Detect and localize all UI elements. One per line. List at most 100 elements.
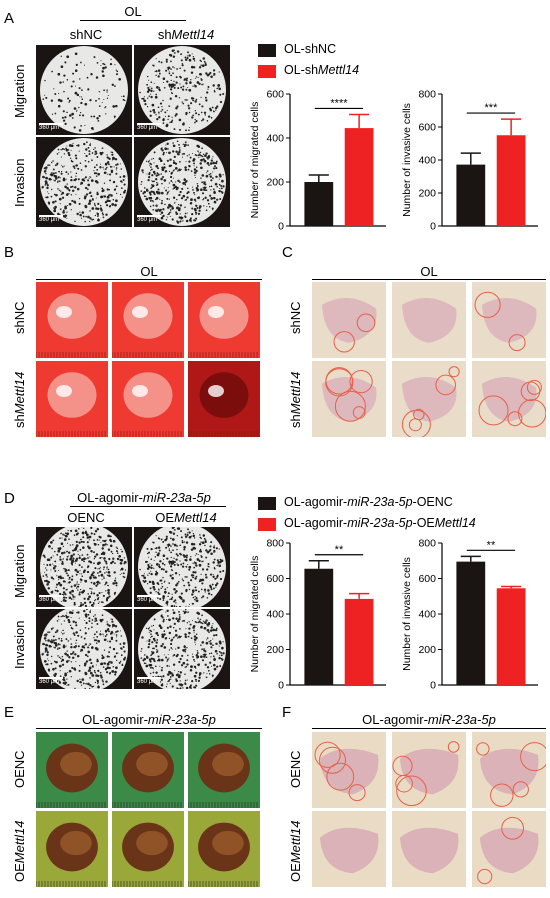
panel-a-row-migration: Migration — [12, 64, 27, 118]
y-tick-label: 0 — [278, 680, 284, 692]
y-tick-label: 600 — [266, 89, 284, 101]
legend-label-oenc: OL-agomir-miR-23a-5p-OENC — [284, 495, 453, 509]
panel-e-group-title: OL-agomir-miR-23a-5p — [82, 712, 216, 727]
specimen-photo — [312, 732, 386, 808]
chart-d-migrated: 0 200 400 600 800 Number of migrated cells ** — [244, 533, 394, 698]
bar — [344, 128, 374, 226]
specimen-photo — [36, 732, 108, 808]
specimen-photo — [188, 811, 260, 887]
specimen-photo — [472, 361, 546, 437]
panel-c-row-shmettl14: shMettl14 — [288, 371, 303, 429]
specimen-photo — [392, 282, 466, 358]
chart-a-invasive: 0 200 400 600 800 Number of invasive cells *** — [396, 84, 548, 239]
scale-bar — [137, 123, 161, 125]
panel-b-group-title: OL — [140, 264, 158, 279]
specimen-photo — [36, 811, 108, 887]
specimen-photo — [36, 282, 108, 358]
panel-d-row-invasion: Invasion — [12, 620, 27, 670]
y-tick-label: 200 — [418, 644, 436, 656]
panel-a-col-shmettl14: shMettl14 — [157, 27, 215, 42]
panel-e-row-oemettl14: OEMettl14 — [12, 820, 27, 882]
y-tick-label: 800 — [266, 538, 284, 550]
y-axis-label: Number of migrated cells — [249, 102, 261, 219]
specimen-photo — [188, 732, 260, 808]
well-image: 360 μm — [36, 137, 132, 227]
panel-d-group-title: OL-agomir-miR-23a-5p — [77, 490, 211, 505]
specimen-photo — [312, 282, 386, 358]
y-tick-label: 200 — [266, 644, 284, 656]
panel-a-row-invasion: Invasion — [12, 158, 27, 208]
legend-swatch-shmettl14 — [258, 65, 276, 78]
scale-bar — [39, 595, 63, 597]
specimen-photo — [392, 361, 466, 437]
bar — [304, 568, 334, 685]
panel-b-group-line — [36, 279, 262, 280]
well-image: 360 μm — [134, 609, 230, 689]
specimen-photo — [312, 361, 386, 437]
panel-c-group-title: OL — [420, 264, 438, 279]
specimen-photo — [312, 811, 386, 887]
scale-bar-label: 360 μm — [137, 597, 158, 603]
y-tick-label: 600 — [418, 122, 436, 134]
y-tick-label: 600 — [418, 573, 436, 585]
specimen-photo — [36, 361, 108, 437]
y-tick-label: 400 — [266, 609, 284, 621]
scale-bar — [39, 677, 63, 679]
y-tick-label: 400 — [418, 155, 436, 167]
y-tick-label: 0 — [278, 221, 284, 233]
bar — [496, 588, 526, 685]
y-axis-label: Number of invasive cells — [401, 103, 413, 217]
panel-e-row-oenc: OENC — [12, 750, 27, 788]
panel-f-row-oenc: OENC — [288, 750, 303, 788]
scale-bar-label: 360 μm — [39, 125, 60, 131]
legend-label-shmettl14: OL-shMettl14 — [284, 63, 360, 77]
panel-e-group-line — [36, 728, 262, 729]
y-tick-label: 800 — [418, 89, 436, 101]
well-image: 360 μm — [36, 527, 132, 607]
y-axis-label: Number of migrated cells — [249, 556, 261, 673]
well-image: 360 μm — [36, 609, 132, 689]
y-tick-label: 800 — [418, 538, 436, 550]
legend-swatch-oemettl14 — [258, 518, 276, 531]
specimen-photo — [112, 361, 184, 437]
legend-swatch-shnc — [258, 44, 276, 57]
scale-bar-label: 360 μm — [137, 125, 158, 131]
y-tick-label: 600 — [266, 573, 284, 585]
y-tick-label: 0 — [430, 680, 436, 692]
significance-stars: *** — [485, 102, 499, 114]
y-axis-label: Number of invasive cells — [401, 557, 413, 671]
panel-b-row-shmettl14: shMettl14 — [12, 371, 27, 429]
panel-f-row-oemettl14: OEMettl14 — [288, 820, 303, 882]
well-image: 360 μm — [134, 45, 230, 135]
bar — [496, 135, 526, 226]
panel-label-d: D — [4, 490, 15, 507]
specimen-photo — [392, 732, 466, 808]
scale-bar — [39, 123, 63, 125]
significance-stars: ** — [487, 539, 496, 551]
y-tick-label: 200 — [418, 188, 436, 200]
panel-a-group-line — [80, 20, 186, 21]
scale-bar-label: 360 μm — [137, 679, 158, 685]
panel-label-a: A — [4, 10, 15, 27]
y-tick-label: 400 — [266, 133, 284, 145]
panel-d-group-line — [70, 506, 226, 507]
panel-c-group-line — [312, 279, 546, 280]
well-image: 360 μm — [134, 527, 230, 607]
specimen-photo — [112, 282, 184, 358]
chart-d-invasive: 0 200 400 600 800 Number of invasive cells ** — [396, 533, 548, 698]
well-image: 360 μm — [36, 45, 132, 135]
bar — [456, 164, 486, 226]
scale-bar — [137, 215, 161, 217]
y-tick-label: 0 — [430, 221, 436, 233]
legend-label-shnc: OL-shNC — [284, 42, 337, 56]
panel-label-c: C — [282, 244, 293, 261]
bar — [304, 182, 334, 226]
panel-label-f: F — [282, 704, 292, 721]
panel-b-row-shnc: shNC — [12, 301, 27, 335]
specimen-photo — [472, 811, 546, 887]
specimen-photo — [188, 282, 260, 358]
bar — [344, 598, 374, 685]
panel-a-col-shnc: shNC — [69, 27, 103, 42]
specimen-photo — [472, 282, 546, 358]
specimen-photo — [112, 732, 184, 808]
